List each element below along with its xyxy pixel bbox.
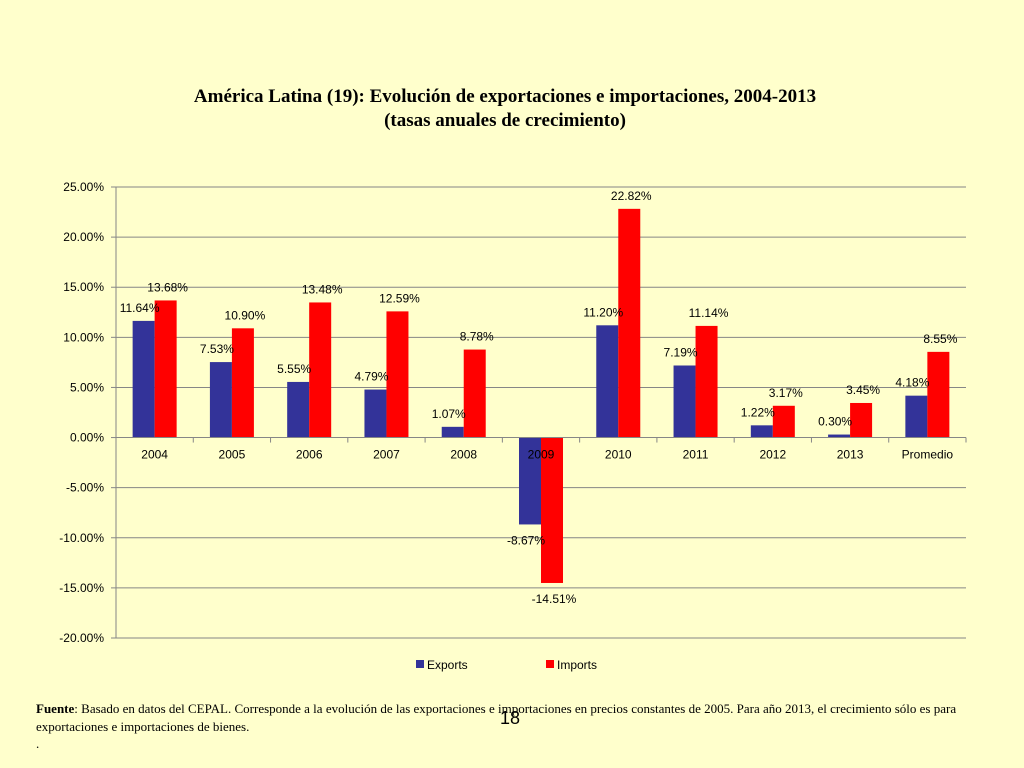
legend: Exports Imports	[416, 658, 597, 672]
imports-bar-2008	[463, 349, 486, 438]
imports-label-2013: 3.45%	[846, 383, 880, 397]
imports-bar-2012	[772, 405, 795, 438]
imports-label-2011: 11.14%	[689, 306, 729, 320]
exports-label-2004: 11.64%	[120, 301, 160, 315]
footnote-dot: .	[36, 736, 40, 751]
x-tick-label-2010: 2010	[605, 448, 632, 462]
exports-label-2012: 1.22%	[741, 405, 775, 419]
imports-bar-2005	[231, 328, 254, 438]
x-tick-label-2007: 2007	[373, 448, 400, 462]
exports-bar-2010	[596, 325, 619, 438]
imports-label-2006: 13.48%	[302, 282, 343, 296]
y-axis: 25.00% 20.00% 15.00% 10.00% 5.00% 0.00% -5.00%…	[59, 180, 117, 645]
exports-label-2008: 1.07%	[432, 407, 466, 421]
imports-bar-2013	[850, 402, 873, 438]
imports-bar-Promedio	[927, 351, 950, 438]
imports-label-2009: -14.51%	[532, 592, 577, 606]
x-tick-label-2008: 2008	[450, 448, 477, 462]
exports-label-2006: 5.55%	[277, 362, 311, 376]
x-tick-label-2011: 2011	[683, 448, 709, 462]
exports-label-2007: 4.79%	[354, 370, 388, 384]
exports-bar-2012	[750, 425, 773, 438]
y-tick-label: 10.00%	[63, 330, 104, 344]
exports-label-2005: 7.53%	[200, 342, 234, 356]
imports-bar-2006	[309, 302, 332, 438]
y-tick-label: 20.00%	[63, 230, 104, 244]
x-tick-label-2012: 2012	[759, 448, 786, 462]
x-tick-label-2004: 2004	[141, 448, 168, 462]
exports-label-2011: 7.19%	[664, 345, 698, 359]
imports-label-2005: 10.90%	[225, 308, 266, 322]
exports-bar-2004	[132, 320, 155, 438]
footnote-text: : Basado en datos del CEPAL. Corresponde…	[36, 701, 957, 734]
x-tick-label-2009: 2009	[528, 448, 555, 462]
legend-swatch-imports	[546, 660, 554, 668]
exports-bar-Promedio	[905, 395, 928, 438]
footnote-label: Fuente	[36, 701, 75, 716]
imports-label-2012: 3.17%	[769, 386, 803, 400]
y-tick-label: -10.00%	[59, 531, 104, 545]
exports-bar-2013	[828, 434, 851, 438]
legend-label-imports: Imports	[557, 658, 597, 672]
imports-bar-2010	[618, 208, 641, 438]
x-tick-label-Promedio: Promedio	[902, 448, 954, 462]
imports-bar-2009	[541, 437, 563, 583]
exports-bar-2005	[209, 362, 232, 438]
x-tick-label-2013: 2013	[837, 448, 864, 462]
source-footnote: Fuente: Basado en datos del CEPAL. Corre…	[36, 700, 996, 736]
y-tick-label: 5.00%	[70, 380, 104, 394]
imports-label-2004: 13.68%	[147, 280, 188, 294]
slide-number: 18	[500, 708, 521, 728]
y-tick-label: -5.00%	[66, 481, 104, 495]
chart-title: América Latina (19): Evolución de export…	[193, 86, 817, 107]
exports-bar-2008	[441, 426, 464, 438]
exports-label-2013: 0.30%	[818, 415, 852, 429]
legend-swatch-exports	[416, 660, 424, 668]
exports-bar-2011	[673, 365, 696, 438]
legend-label-exports: Exports	[427, 658, 468, 672]
y-tick-label: -20.00%	[59, 631, 104, 645]
bar-chart: 25.00% 20.00% 15.00% 10.00% 5.00% 0.00% -5.00%…	[59, 180, 967, 672]
exports-bar-2009	[519, 437, 541, 525]
imports-bar-2004	[154, 300, 177, 438]
exports-label-2010: 11.20%	[583, 305, 623, 319]
x-tick-label-2006: 2006	[296, 448, 323, 462]
exports-bar-2006	[287, 381, 310, 438]
imports-label-Promedio: 8.55%	[923, 332, 957, 346]
imports-bar-2011	[695, 325, 718, 438]
imports-bar-2007	[386, 311, 409, 438]
chart-subtitle: (tasas anuales de crecimiento)	[384, 110, 626, 131]
x-axis: 2004 2005 2006 2007 2008 2009 2010 2011 2012 2013…	[115, 437, 967, 462]
y-tick-label: 25.00%	[63, 180, 104, 194]
exports-bar-2007	[364, 389, 387, 438]
y-tick-label: -15.00%	[59, 581, 104, 595]
x-tick-label-2005: 2005	[219, 448, 246, 462]
data-labels: 11.64% 13.68% 7.53% 10.90% 5.55% 13.48% 4.79% 1…	[120, 189, 958, 606]
imports-label-2007: 12.59%	[379, 291, 420, 305]
bars	[132, 208, 950, 583]
exports-label-Promedio: 4.18%	[895, 376, 929, 390]
y-tick-label: 0.00%	[70, 431, 104, 445]
y-tick-label: 15.00%	[63, 280, 104, 294]
imports-label-2008: 8.78%	[460, 330, 494, 344]
exports-label-2009: -8.67%	[507, 533, 545, 547]
imports-label-2010: 22.82%	[611, 189, 652, 203]
